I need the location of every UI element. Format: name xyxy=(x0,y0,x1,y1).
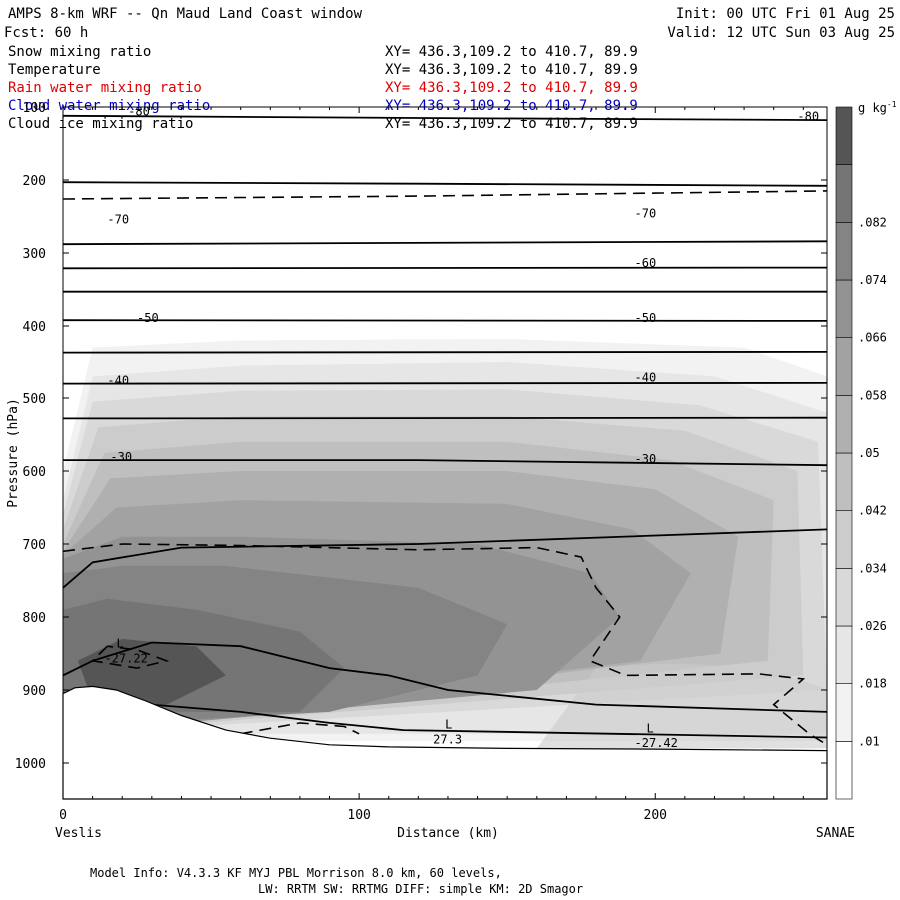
colorbar-label: .082 xyxy=(858,215,887,229)
colorbar-segment xyxy=(835,337,853,396)
contour-label: -80 xyxy=(797,109,819,123)
y-tick-label: 800 xyxy=(23,611,46,626)
minimum-value: -27.42 xyxy=(635,736,678,750)
end-location-label: SANAE xyxy=(816,826,855,841)
snow-shading-level xyxy=(77,638,226,705)
isotherm xyxy=(63,240,827,246)
x-axis-label: Distance (km) xyxy=(397,826,499,841)
colorbar-label: .026 xyxy=(858,619,887,633)
contour-label: -30 xyxy=(635,452,657,466)
colorbar-segment xyxy=(835,395,853,454)
y-tick-label: 600 xyxy=(23,465,46,480)
variable-xy: XY= 436.3,109.2 to 410.7, 89.9 xyxy=(385,80,638,96)
colorbar-label: .058 xyxy=(858,388,887,402)
variable-name: Temperature xyxy=(8,62,101,78)
isotherm xyxy=(63,181,827,187)
model-physics: LW: RRTM SW: RRTMG DIFF: simple KM: 2D S… xyxy=(258,882,583,896)
contour-label: -60 xyxy=(635,256,657,270)
x-tick-label: 0 xyxy=(59,808,67,823)
y-tick-label: 100 xyxy=(23,101,46,116)
distance-axis: 0 100 200 xyxy=(59,107,804,823)
colorbar-label: .074 xyxy=(858,273,887,287)
x-tick-label: 100 xyxy=(347,808,370,823)
contour-label: -80 xyxy=(128,104,150,118)
contour-label: -30 xyxy=(110,450,132,464)
variable-name: Cloud ice mixing ratio xyxy=(8,116,193,132)
contour-label: -70 xyxy=(635,207,657,221)
minimum-value: -27.22 xyxy=(104,651,147,665)
isotherm xyxy=(63,319,827,322)
contour-label: -70 xyxy=(107,212,129,226)
colorbar-segment xyxy=(835,568,853,627)
model-info: Model Info: V4.3.3 KF MYJ PBL Morrison 8… xyxy=(90,866,502,880)
contour-labels: -80-80-70 -70-60-50 -50-40 -40-30 -30L-27.22… xyxy=(104,104,819,750)
colorbar-unit: g kg-1 xyxy=(858,100,897,115)
valid-time: Valid: 12 UTC Sun 03 Aug 25 xyxy=(667,25,895,41)
dashed-contour xyxy=(240,722,360,735)
pressure-axis: 100 200 300 400 500 600 700 800 900 1000 xyxy=(15,101,827,772)
dashed-contour xyxy=(63,190,827,200)
isotherm xyxy=(63,459,827,467)
chart-title: AMPS 8-km WRF -- Qn Maud Land Coast wind… xyxy=(8,6,363,22)
snow-mixing-ratio-shading xyxy=(63,339,827,749)
y-tick-label: 700 xyxy=(23,538,46,553)
contour-label: -40 xyxy=(635,371,657,385)
colorbar-label: .042 xyxy=(858,504,887,518)
x-tick-label: 200 xyxy=(644,808,667,823)
terrain xyxy=(62,685,828,800)
start-location-label: Veslis xyxy=(55,826,102,841)
y-tick-label: 500 xyxy=(23,392,46,407)
isotherm xyxy=(63,416,827,420)
colorbar-segment xyxy=(835,741,853,800)
colorbar-segment xyxy=(835,625,853,684)
temperature-contours xyxy=(63,114,827,746)
plot-frame xyxy=(62,106,828,800)
isotherm xyxy=(63,528,827,589)
snow-shading-level xyxy=(536,663,827,749)
minimum-value: 27.3 xyxy=(433,732,462,746)
variable-xy: XY= 436.3,109.2 to 410.7, 89.9 xyxy=(385,44,638,60)
colorbar-segment xyxy=(835,683,853,742)
colorbar-segment xyxy=(835,164,853,223)
colorbar-label: .066 xyxy=(858,331,887,345)
variable-name: Cloud water mixing ratio xyxy=(8,98,210,114)
variable-name: Snow mixing ratio xyxy=(8,44,151,60)
isotherm xyxy=(63,114,827,121)
contour-label: -50 xyxy=(137,311,159,325)
colorbar-segment xyxy=(835,106,853,165)
variable-name: Rain water mixing ratio xyxy=(8,80,202,96)
isotherm xyxy=(63,382,827,385)
colorbar-label: .034 xyxy=(858,561,887,575)
colorbar-segment xyxy=(835,279,853,338)
colorbar-segment xyxy=(835,452,853,511)
variable-xy: XY= 436.3,109.2 to 410.7, 89.9 xyxy=(385,116,638,132)
minimum-marker: L xyxy=(445,718,452,732)
dashed-contour xyxy=(90,645,170,669)
variable-xy: XY= 436.3,109.2 to 410.7, 89.9 xyxy=(385,98,638,114)
y-tick-label: 400 xyxy=(23,320,46,335)
y-tick-label: 900 xyxy=(23,684,46,699)
contour-label: -40 xyxy=(107,374,129,388)
y-tick-label: 1000 xyxy=(15,757,46,772)
y-tick-label: 200 xyxy=(23,174,46,189)
minimum-marker: L xyxy=(647,721,654,735)
colorbar-segment xyxy=(835,510,853,569)
y-axis-label: Pressure (hPa) xyxy=(6,398,21,508)
variable-xy: XY= 436.3,109.2 to 410.7, 89.9 xyxy=(385,62,638,78)
isotherm xyxy=(63,351,827,354)
y-tick-label: 300 xyxy=(23,247,46,262)
contour-label: -50 xyxy=(635,311,657,325)
colorbar: .01 .018 .026 .034 .042 .05 .058 .066 .074 .082 xyxy=(835,106,887,800)
colorbar-label: .01 xyxy=(858,734,880,748)
forecast-hour: Fcst: 60 h xyxy=(4,25,88,41)
colorbar-label: .05 xyxy=(858,446,880,460)
minimum-marker: L xyxy=(116,637,123,651)
init-time: Init: 00 UTC Fri 01 Aug 25 xyxy=(676,6,895,22)
isotherm xyxy=(63,266,827,270)
colorbar-label: .018 xyxy=(858,677,887,691)
colorbar-segment xyxy=(835,222,853,281)
isotherm xyxy=(63,641,827,713)
dashed-contour xyxy=(63,543,827,746)
